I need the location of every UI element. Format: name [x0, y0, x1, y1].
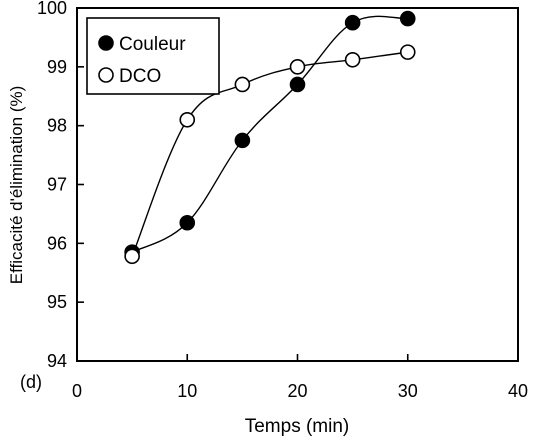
data-point-dco — [234, 76, 251, 93]
data-point-dco — [179, 111, 196, 128]
x-tick-label: 40 — [508, 381, 528, 401]
data-point-dco — [289, 59, 306, 75]
data-point-couleur — [399, 10, 416, 27]
data-point-couleur — [179, 214, 196, 231]
y-tick-label: 97 — [47, 175, 67, 195]
tick-marks — [76, 7, 519, 362]
y-tick-label: 100 — [37, 0, 67, 18]
x-tick-label: 30 — [398, 381, 418, 401]
y-tick-label: 95 — [47, 292, 67, 312]
legend-label-dco: DCO — [119, 66, 161, 87]
panel-label: (d) — [20, 372, 42, 392]
legend-label-couleur: Couleur — [119, 34, 186, 55]
x-tick-label: 0 — [72, 381, 82, 401]
x-tick-labels: 0 10 20 30 40 — [72, 381, 528, 401]
x-axis-label: Temps (min) — [245, 416, 350, 437]
data-point-dco — [399, 44, 416, 60]
y-tick-label: 96 — [47, 233, 67, 253]
data-point-couleur — [289, 76, 306, 93]
y-tick-label: 94 — [47, 351, 67, 371]
y-tick-label: 98 — [47, 116, 67, 136]
data-point-dco — [124, 248, 140, 265]
y-axis-label: Efficacité d'élimination (%) — [7, 86, 26, 285]
y-tick-labels: 94 95 96 97 98 99 100 — [37, 0, 67, 371]
series-layer — [124, 10, 416, 265]
data-point-couleur — [344, 14, 361, 31]
legend: Couleur DCO — [86, 17, 220, 95]
legend-marker-couleur — [98, 35, 114, 51]
data-point-couleur — [234, 132, 251, 149]
x-tick-label: 20 — [287, 381, 307, 401]
data-point-dco — [344, 51, 361, 68]
y-tick-label: 99 — [47, 57, 67, 77]
legend-marker-dco — [98, 67, 114, 83]
x-tick-label: 10 — [177, 381, 197, 401]
